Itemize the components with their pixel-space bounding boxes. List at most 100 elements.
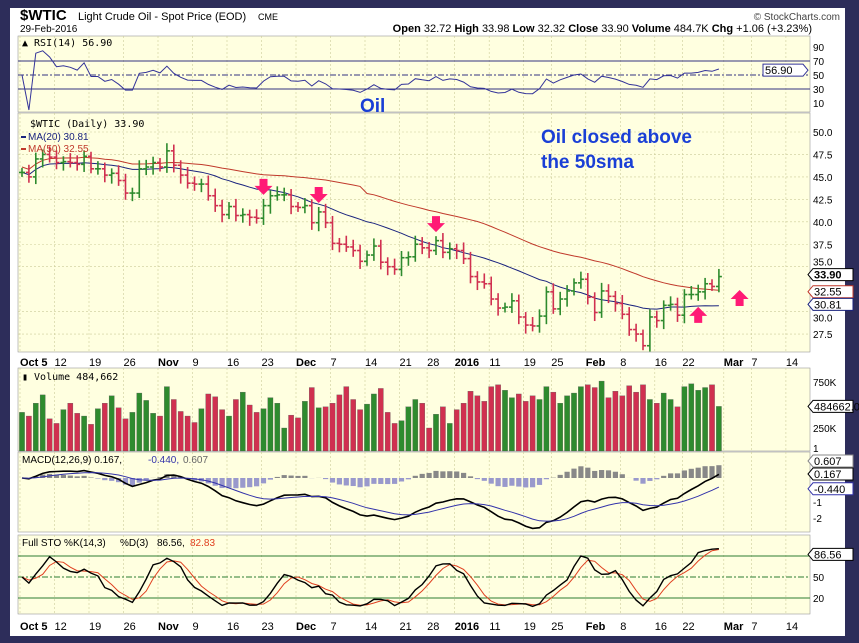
volume-bar xyxy=(550,391,557,452)
date-axis-label: Dec xyxy=(296,357,316,369)
macd-histogram-bar xyxy=(426,472,432,478)
volume-bar xyxy=(695,390,701,452)
down-arrow-icon xyxy=(309,186,328,203)
volume-bar xyxy=(122,418,129,452)
panel-bg xyxy=(17,451,811,533)
quote-value: +1.06 (+3.23%) xyxy=(736,23,812,35)
macd-histogram-bar xyxy=(405,478,411,480)
date-axis-label: 11 xyxy=(489,357,500,369)
volume-bar xyxy=(571,392,577,452)
macd-histogram-bar xyxy=(543,478,549,480)
macd-histogram-bar xyxy=(33,476,39,478)
macd-axis-label: -2 xyxy=(813,514,822,525)
close-tag: 33.90 xyxy=(814,270,842,282)
price-bar xyxy=(122,173,129,200)
quote-value: 32.32 xyxy=(538,23,569,35)
price-bar xyxy=(81,150,88,172)
macd-histogram-bar xyxy=(447,471,453,478)
volume-bar xyxy=(108,395,115,452)
macd-histogram-bar xyxy=(102,478,108,481)
volume-bar xyxy=(74,413,80,452)
macd-histogram-bar xyxy=(171,474,177,478)
macd-histogram-bar xyxy=(398,478,405,482)
price-axis-label: 47.5 xyxy=(813,150,833,161)
macd-histogram-bar xyxy=(67,475,73,478)
price-bar xyxy=(32,152,39,185)
price-bar xyxy=(315,206,322,232)
macd-histogram-bar xyxy=(95,478,101,479)
quote-value: Low xyxy=(513,23,538,35)
price-bar xyxy=(412,235,419,262)
macd-histogram-bar xyxy=(474,478,480,480)
volume-bar xyxy=(212,396,218,452)
date-axis-label: 9 xyxy=(193,357,199,369)
annotation-note-line2: the 50sma xyxy=(541,152,634,173)
ma50-tag-box xyxy=(807,285,854,299)
quote-line: Open 32.72 High 33.98 Low 32.32 Close 33… xyxy=(393,23,812,35)
rsi-tag: 56.90 xyxy=(765,65,793,77)
macd-histogram-bar xyxy=(481,478,487,481)
volume-bar xyxy=(260,408,267,452)
date-axis-label: 14 xyxy=(786,621,798,633)
volume-bar xyxy=(177,411,184,452)
date-axis-label: 7 xyxy=(331,621,337,633)
price-bar xyxy=(94,161,101,175)
price-bar xyxy=(191,176,198,191)
volume-bar xyxy=(585,384,591,452)
price-bar xyxy=(288,189,295,215)
price-bar xyxy=(502,302,508,313)
macd-histogram-bar xyxy=(516,478,522,487)
volume-title: ▮ Volume 484,662 xyxy=(22,372,118,383)
price-legend: $WTIC (Daily) 33.90 xyxy=(30,119,144,130)
macd-histogram-bar xyxy=(143,478,149,481)
ma20-legend: MA(20) 30.81 xyxy=(28,132,89,143)
macd-tag: 0.167 xyxy=(814,469,842,481)
volume-bar xyxy=(640,384,646,452)
sto-tag: 86.56 xyxy=(814,549,842,561)
volume-bar xyxy=(115,407,122,452)
macd-histogram-bar xyxy=(302,475,308,478)
price-bar xyxy=(515,294,522,325)
volume-bar xyxy=(315,407,322,452)
price-bar xyxy=(239,208,246,223)
volume-bar xyxy=(67,403,74,452)
macd-histogram-bar xyxy=(440,471,446,478)
price-bar xyxy=(336,237,343,253)
volume-bar xyxy=(633,391,639,452)
macd-histogram-bar xyxy=(633,478,639,481)
volume-bar xyxy=(681,386,688,452)
down-arrow-icon xyxy=(427,216,445,233)
date-axis-label: 22 xyxy=(682,621,694,633)
macd-histogram-bar xyxy=(212,478,218,486)
macd-histogram-bar xyxy=(585,467,591,478)
quote-value: Close xyxy=(568,23,601,35)
ma50-line xyxy=(21,156,719,291)
panel-bg xyxy=(17,534,811,615)
price-bar xyxy=(543,286,550,325)
volume-bar xyxy=(302,401,308,452)
macd-tag-box xyxy=(807,467,854,481)
price-bar xyxy=(157,158,163,172)
macd-histogram-bar xyxy=(461,472,467,478)
brand-logo: © StockCharts.com xyxy=(754,12,840,23)
macd-signal-tag-box xyxy=(807,482,854,496)
sto-tag-box xyxy=(807,547,854,561)
price-bar xyxy=(564,285,571,307)
price-bar xyxy=(667,296,674,311)
price-bar xyxy=(446,242,453,260)
date-axis-label: 11 xyxy=(489,621,500,633)
date-axis-label: Feb xyxy=(586,621,606,633)
date-axis-label: 9 xyxy=(193,621,199,633)
date-axis-label: 16 xyxy=(655,357,667,369)
macd-histogram-bar xyxy=(260,478,267,484)
price-bar xyxy=(108,168,115,184)
price-bar xyxy=(322,203,329,229)
volume-bar xyxy=(26,415,32,452)
date-axis-label: 8 xyxy=(620,621,626,633)
volume-bar xyxy=(564,395,570,452)
quote-value: Chg xyxy=(712,23,736,35)
macd-title: MACD(12,26,9) 0.167, xyxy=(22,455,122,466)
rsi-line xyxy=(21,50,720,111)
macd-hist-tag-box xyxy=(807,454,854,468)
volume-bar xyxy=(716,406,722,452)
